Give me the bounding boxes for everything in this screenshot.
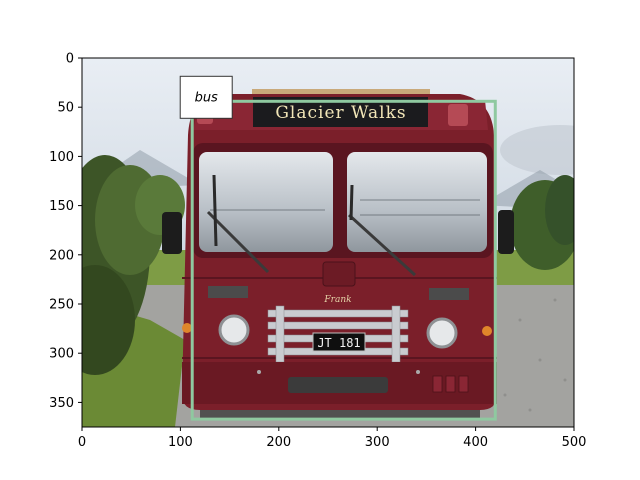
license-plate-text: JT 181 — [317, 336, 360, 350]
axes-frame — [81, 57, 575, 428]
detection-label: bus — [195, 90, 218, 105]
y-tick-label: 50 — [57, 101, 74, 116]
y-axis: 0 50 100 150 200 250 300 350 — [49, 52, 82, 411]
y-tick-label: 0 — [66, 52, 74, 67]
x-tick-label: 300 — [365, 435, 390, 450]
headlight-right — [426, 317, 458, 349]
destination-sign-text: Glacier Walks — [275, 103, 406, 123]
y-tick-label: 300 — [49, 347, 74, 362]
x-tick-label: 100 — [168, 435, 193, 450]
x-tick-label: 500 — [562, 435, 587, 450]
bus: Glacier Walks — [162, 89, 514, 419]
trees-right — [510, 175, 574, 270]
y-tick-label: 150 — [49, 199, 74, 214]
photo: Glacier Walks — [82, 58, 574, 427]
x-tick-label: 400 — [463, 435, 488, 450]
y-tick-label: 350 — [49, 396, 74, 411]
x-tick-label: 0 — [78, 435, 86, 450]
bounding-box — [190, 99, 497, 421]
license-plate — [312, 332, 366, 352]
y-tick-label: 100 — [49, 150, 74, 165]
script-badge: Frank — [323, 295, 351, 305]
y-tick-label: 200 — [49, 248, 74, 263]
windshield-left — [199, 152, 333, 252]
trees-left — [82, 155, 185, 375]
label-box — [179, 75, 233, 119]
y-tick-label: 250 — [49, 298, 74, 313]
x-axis: 0 100 200 300 400 500 — [78, 427, 587, 450]
detections: bus — [179, 75, 497, 421]
x-tick-label: 200 — [266, 435, 291, 450]
headlight-left — [218, 314, 250, 346]
windshield-right — [347, 152, 487, 252]
